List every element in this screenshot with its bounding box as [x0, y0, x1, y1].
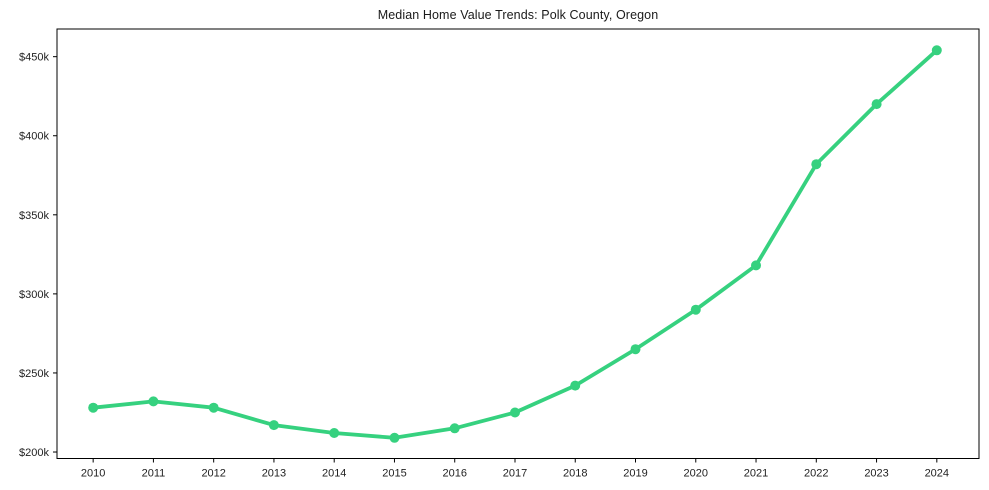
data-line — [91, 48, 939, 440]
x-tick-label: 2018 — [563, 468, 587, 480]
x-tick-label: 2015 — [382, 468, 406, 480]
plot-frame — [56, 28, 980, 459]
x-tick-label: 2011 — [142, 468, 166, 480]
data-point-marker — [751, 260, 761, 271]
x-tick-label: 2012 — [201, 468, 225, 480]
y-tick-label: $450k — [19, 52, 49, 64]
x-tick-label: 2019 — [623, 468, 647, 480]
x-tick-label: 2010 — [81, 468, 105, 480]
x-tick-label: 2024 — [925, 468, 949, 480]
data-point-marker — [148, 396, 159, 407]
x-tick-label: 2013 — [262, 468, 286, 480]
x-tick-label: 2020 — [684, 468, 708, 480]
data-point-marker — [630, 344, 641, 355]
data-point-marker — [871, 99, 882, 110]
data-point-marker — [931, 45, 942, 56]
data-point-marker — [449, 423, 460, 434]
x-tick-label: 2014 — [322, 468, 346, 480]
x-tick-label: 2016 — [442, 468, 466, 480]
data-point-marker — [329, 428, 340, 438]
data-point-marker — [690, 304, 701, 315]
data-point-marker — [570, 380, 581, 391]
y-tick-label: $350k — [19, 210, 49, 222]
data-point-marker — [88, 402, 99, 413]
x-tick-label: 2017 — [503, 468, 527, 480]
x-tick-label: 2022 — [804, 468, 828, 480]
data-point-marker — [811, 159, 822, 170]
data-point-marker — [208, 402, 219, 413]
y-tick-label: $200k — [19, 447, 49, 459]
y-tick-label: $400k — [19, 131, 49, 143]
data-point-marker — [389, 432, 400, 443]
data-point-marker — [510, 407, 520, 418]
y-tick-label: $250k — [19, 368, 49, 380]
x-tick-label: 2021 — [744, 468, 768, 480]
y-tick-label: $300k — [19, 289, 49, 301]
data-point-marker — [268, 420, 279, 431]
chart-title: Median Home Value Trends: Polk County, O… — [377, 8, 659, 22]
x-tick-label: 2023 — [864, 468, 888, 480]
